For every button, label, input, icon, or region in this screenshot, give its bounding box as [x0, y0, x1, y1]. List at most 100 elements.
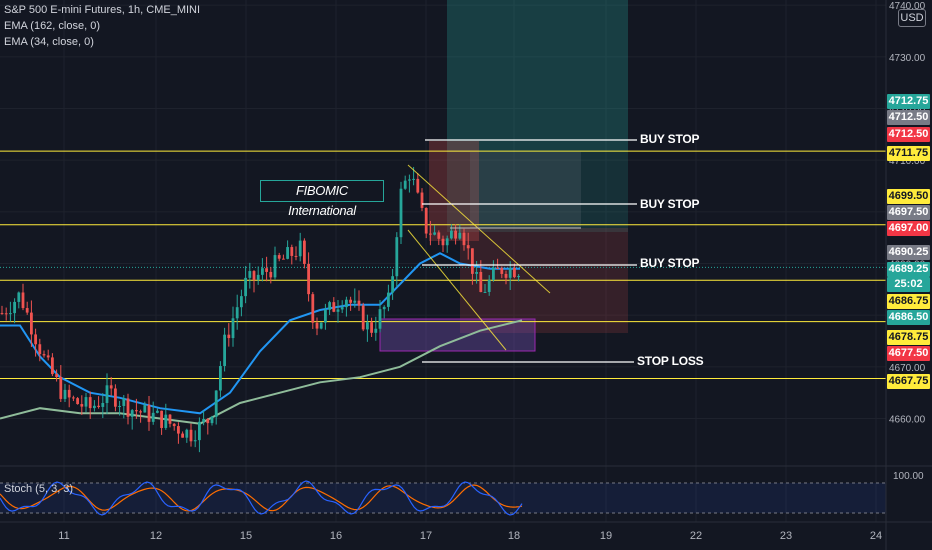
x-tick-label: 15 — [240, 530, 252, 542]
candle-body — [269, 271, 273, 278]
candle-body — [193, 440, 197, 442]
candle-body — [55, 374, 58, 378]
candle-body — [198, 421, 201, 441]
candle-body — [80, 404, 84, 407]
candle-body — [34, 334, 37, 345]
price-tag: 4711.75 — [887, 146, 930, 161]
candle-body — [298, 240, 302, 257]
y-tick-label: 4670.00 — [889, 363, 926, 374]
candle-body — [475, 271, 478, 274]
wedge-upper — [407, 164, 551, 294]
candle-body — [168, 414, 172, 424]
candle-body — [135, 410, 138, 412]
candle-body — [466, 245, 470, 249]
candle-body — [441, 238, 445, 246]
candle-body — [500, 268, 504, 274]
candle-body — [391, 276, 394, 293]
ema-34-path — [0, 252, 520, 415]
x-tick-label: 19 — [600, 530, 612, 542]
candle-body — [139, 411, 142, 413]
indicator-ema-34[interactable]: EMA (34, close, 0) — [4, 36, 94, 48]
target-zone-lower — [447, 152, 628, 232]
candle-body — [282, 258, 285, 260]
price-tag: 4699.50 — [887, 189, 930, 204]
candle-body — [235, 307, 239, 319]
candle-body — [290, 247, 294, 256]
currency-badge[interactable]: USD — [898, 9, 926, 27]
stoch-k-line — [0, 480, 523, 516]
candle-body — [324, 309, 327, 323]
candle-body — [101, 402, 105, 407]
candle-body — [265, 268, 268, 272]
y-tick-label: 4730.00 — [889, 53, 926, 64]
candle-body — [84, 397, 88, 407]
candle-body — [349, 299, 352, 303]
candle-body — [374, 328, 378, 333]
candle-body — [231, 318, 235, 339]
candle-body — [13, 301, 16, 314]
candle-body — [109, 385, 113, 389]
price-tag: 4689.25 — [887, 262, 930, 277]
stoch-tick-label: 100.00 — [893, 471, 924, 482]
candle-body — [261, 268, 264, 275]
candle-body — [210, 416, 214, 424]
stoch-label[interactable]: Stoch (5, 3, 3) — [4, 483, 74, 495]
stoch-d-line — [0, 484, 523, 512]
indicator-ema-162[interactable]: EMA (162, close, 0) — [4, 20, 100, 32]
target-zone — [447, 0, 628, 152]
candle-body — [399, 188, 403, 238]
x-tick-label: 12 — [150, 530, 162, 542]
candle-body — [328, 302, 331, 310]
candle-body — [59, 377, 63, 399]
candle-body — [504, 273, 508, 278]
candle-body — [382, 306, 386, 310]
candle-body — [479, 271, 483, 293]
candle-body — [286, 247, 289, 259]
candle-body — [357, 300, 361, 306]
candle-body — [76, 398, 79, 405]
candle-body — [185, 429, 189, 438]
candle-body — [0, 313, 4, 315]
price-tag: 4686.50 — [887, 310, 930, 325]
candle-body — [151, 412, 155, 422]
position-zones — [379, 0, 628, 352]
candle-body — [25, 308, 29, 313]
candle-body — [160, 410, 163, 428]
candle-body — [437, 232, 441, 239]
price-tag: 4677.50 — [887, 346, 930, 361]
candle-body — [51, 357, 54, 375]
candle-body — [345, 299, 348, 308]
candle-body — [353, 300, 357, 303]
candle-body — [42, 354, 46, 356]
x-tick-label: 17 — [420, 530, 432, 542]
candle-body — [244, 277, 247, 297]
candle-body — [508, 267, 512, 278]
candle-body — [395, 237, 399, 277]
candle-body — [214, 390, 218, 417]
candle-body — [122, 398, 126, 406]
candle-body — [307, 263, 310, 295]
candle-body — [462, 232, 466, 246]
candle-body — [21, 292, 25, 309]
candle-body — [424, 207, 428, 234]
candle-body — [454, 230, 457, 239]
horizontal-levels — [0, 150, 886, 379]
candle-body — [206, 418, 210, 424]
candle-body — [450, 230, 453, 239]
candle-body — [445, 238, 449, 246]
buy-stop-label-1: BUY STOP — [640, 132, 700, 146]
candle-body — [143, 405, 147, 413]
candle-body — [223, 334, 226, 367]
trend-drawings — [407, 139, 637, 363]
candle-body — [319, 322, 323, 329]
candle-body — [412, 178, 415, 180]
candle-body — [458, 232, 462, 239]
stoch-band — [0, 483, 886, 513]
candle-body — [311, 294, 315, 323]
candle-body — [9, 313, 12, 315]
candle-body — [114, 388, 117, 407]
price-tag: 4678.75 — [887, 330, 930, 345]
candle-body — [416, 178, 420, 193]
candle-body — [387, 292, 390, 307]
